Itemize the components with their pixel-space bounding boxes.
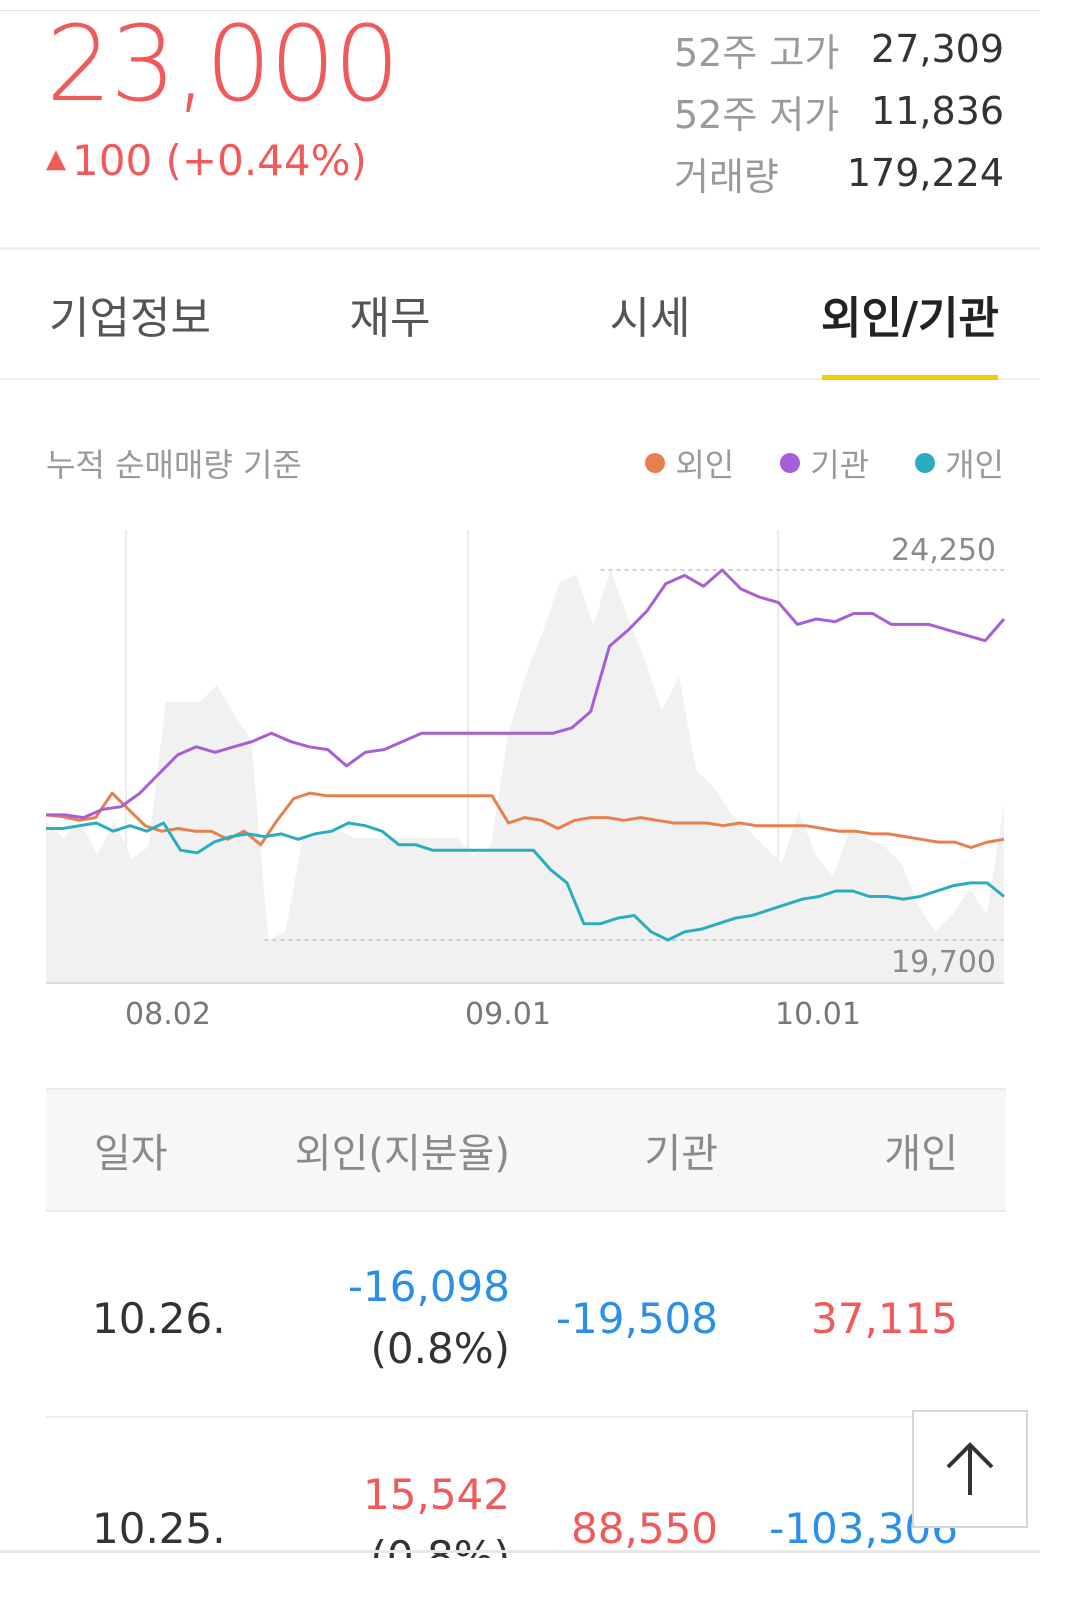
legend-label: 외인 bbox=[675, 446, 735, 484]
tab-company-info[interactable]: 기업정보 bbox=[49, 293, 211, 344]
legend-individual: 개인 bbox=[915, 440, 1004, 486]
x-tick-label: 10.01 bbox=[775, 997, 861, 1032]
stat-volume: 거래량 179,224 bbox=[674, 142, 1004, 204]
price-change-value: 100 (+0.44%) bbox=[72, 136, 367, 185]
legend-foreign: 외인 bbox=[645, 440, 734, 486]
legend-dot-icon bbox=[780, 453, 801, 473]
column-header-foreign: 외인(지분율) bbox=[294, 1131, 510, 1177]
table-header: 일자 외인(지분율) 기관 개인 bbox=[46, 1088, 1006, 1212]
cell-date: 10.25. bbox=[92, 1504, 226, 1553]
tab-foreign-institution[interactable]: 외인/기관 bbox=[780, 250, 1040, 380]
tab-bar: 기업정보 재무 시세 외인/기관 bbox=[0, 250, 1040, 380]
stat-52w-high: 52주 고가 27,309 bbox=[674, 18, 1004, 80]
series-line-foreign bbox=[45, 791, 1005, 849]
net-trading-chart: 24,250 19,700 08.02 09.01 10.01 bbox=[45, 530, 1006, 1032]
stat-label: 52주 저가 bbox=[674, 92, 840, 137]
cell-foreign: -16,098 bbox=[347, 1262, 510, 1311]
column-header-date: 일자 bbox=[94, 1131, 168, 1177]
series-line-individual bbox=[46, 821, 1005, 942]
chart-legend: 외인 기관 개인 bbox=[645, 440, 1004, 486]
cell-individual: 37,115 bbox=[811, 1294, 958, 1343]
legend-dot-icon bbox=[645, 453, 666, 473]
top-divider bbox=[0, 10, 1040, 11]
column-header-institution: 기관 bbox=[644, 1131, 718, 1177]
stat-label: 52주 고가 bbox=[674, 30, 840, 75]
cell-date: 10.26. bbox=[92, 1294, 226, 1343]
stat-value: 11,836 bbox=[871, 89, 1004, 133]
bottom-divider bbox=[0, 1550, 1040, 1553]
table-row: 10.26. -16,098 (0.8%) -19,508 37,115 bbox=[46, 1212, 1006, 1418]
cell-institution: -19,508 bbox=[555, 1294, 718, 1343]
column-header-individual: 개인 bbox=[884, 1131, 958, 1177]
scroll-to-top-button[interactable] bbox=[912, 1410, 1028, 1528]
arrow-up-icon bbox=[946, 1442, 994, 1495]
price-area bbox=[46, 570, 1004, 983]
tab-financials[interactable]: 재무 bbox=[349, 293, 431, 344]
section-divider bbox=[0, 247, 1040, 250]
up-triangle-icon: ▲ bbox=[46, 144, 66, 174]
price-stats: 52주 고가 27,309 52주 저가 11,836 거래량 179,224 bbox=[674, 18, 1004, 204]
legend-label: 기관 bbox=[810, 446, 870, 484]
stat-label: 거래량 bbox=[674, 154, 779, 199]
series-line-institution bbox=[46, 568, 1006, 820]
x-tick-label: 09.01 bbox=[465, 997, 551, 1032]
legend-label: 개인 bbox=[945, 446, 1004, 484]
cell-institution: 88,550 bbox=[571, 1504, 718, 1553]
table-row: 10.25. 15,542 (0.8%) 88,550 -103,306 bbox=[46, 1418, 1006, 1559]
current-price: 23,000 bbox=[46, 3, 400, 125]
cell-foreign-share: (0.8%) bbox=[370, 1324, 510, 1373]
chart-caption: 누적 순매매량 기준 bbox=[46, 446, 302, 484]
legend-institution: 기관 bbox=[780, 440, 869, 486]
stat-52w-low: 52주 저가 11,836 bbox=[674, 80, 1004, 142]
price-min-label: 19,700 bbox=[891, 945, 996, 980]
price-max-label: 24,250 bbox=[891, 533, 996, 568]
stat-value: 27,309 bbox=[871, 27, 1004, 71]
legend-dot-icon bbox=[915, 453, 936, 473]
cell-foreign-share: (0.8%) bbox=[370, 1532, 510, 1559]
price-change: ▲ 100 (+0.44%) bbox=[46, 140, 367, 182]
tab-market-price[interactable]: 시세 bbox=[609, 293, 691, 344]
cell-foreign: 15,542 bbox=[363, 1470, 510, 1519]
stat-value: 179,224 bbox=[846, 151, 1004, 195]
x-tick-label: 08.02 bbox=[125, 997, 211, 1032]
